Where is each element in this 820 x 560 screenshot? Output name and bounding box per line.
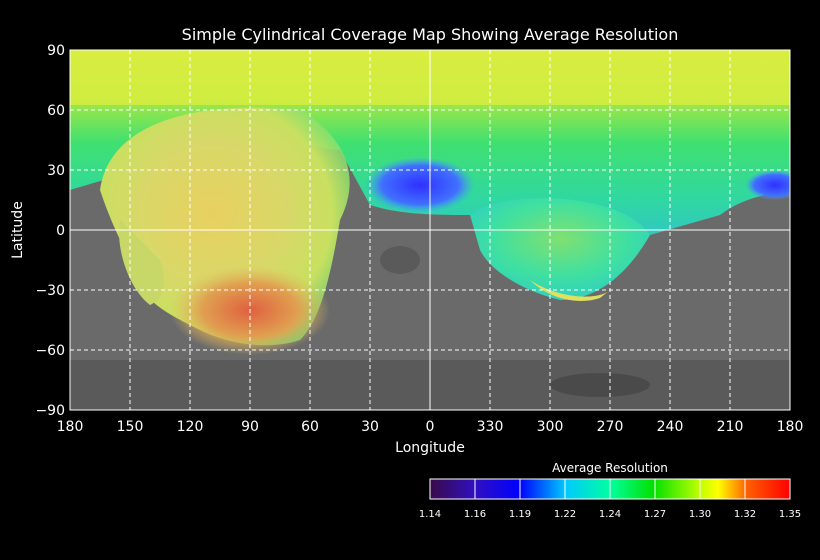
x-axis-label: Longitude [395,440,465,456]
colorbar-tick-label: 1.32 [734,509,756,520]
x-tick-label: 90 [241,419,259,435]
plot-frame [69,49,791,411]
colorbar-tick-label: 1.35 [779,509,801,520]
graticule [70,50,790,410]
colorbar-tick-label: 1.24 [599,509,621,520]
y-tick-label: 30 [47,163,65,179]
x-tick-label: 180 [777,419,804,435]
x-tick-label: 270 [597,419,624,435]
x-tick-label: 120 [177,419,204,435]
y-tick-label: 0 [56,223,65,239]
chart-title: Simple Cylindrical Coverage Map Showing … [182,25,679,44]
colorbar-tick-label: 1.27 [644,509,666,520]
axis-ticks: 180 150 120 90 60 30 0 330 300 270 240 210 180906030… [35,43,803,435]
x-tick-label: 60 [301,419,319,435]
colorbar-tick-label: 1.19 [509,509,531,520]
x-tick-label: 150 [117,419,144,435]
y-tick-label: −30 [35,283,65,299]
x-tick-label: 30 [361,419,379,435]
y-tick-label: 90 [47,43,65,59]
y-tick-label: −60 [35,343,65,359]
x-tick-label: 180 [57,419,84,435]
map-area [70,50,790,410]
colorbar-tick-label: 1.16 [464,509,486,520]
colorbar-tick-label: 1.22 [554,509,576,520]
coverage-east-region [470,198,650,300]
x-tick-label: 0 [426,419,435,435]
x-tick-label: 240 [657,419,684,435]
colorbar-title: Average Resolution [552,461,668,475]
colorbar: Average Resolution 1.14 1.16 1.19 1.22 1.24 1… [419,461,801,520]
colorbar-tick-label: 1.14 [419,509,441,520]
crater [550,373,650,397]
x-tick-label: 300 [537,419,564,435]
coverage-blue-region [365,157,475,213]
coverage-blue-region-east [745,170,790,200]
crater [380,246,420,274]
x-tick-label: 210 [717,419,744,435]
y-tick-label: 60 [47,103,65,119]
y-tick-label: −90 [35,403,65,419]
colorbar-tick-label: 1.30 [689,509,711,520]
x-tick-label: 330 [477,419,504,435]
y-axis-label: Latitude [10,201,26,259]
